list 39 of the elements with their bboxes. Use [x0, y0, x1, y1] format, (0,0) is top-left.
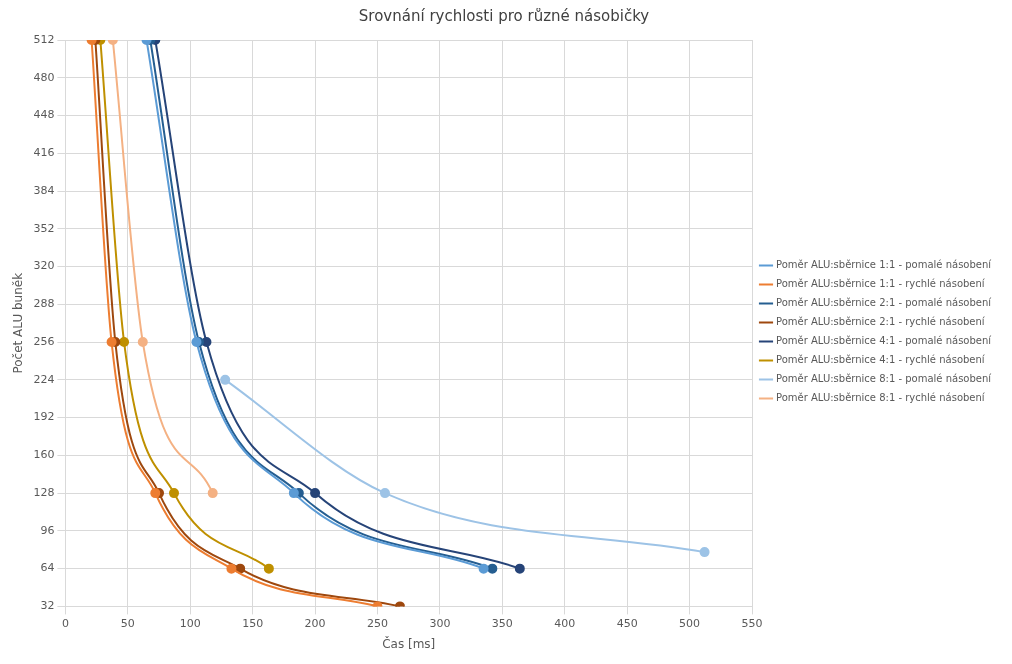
legend-label: Poměr ALU:sběrnice 8:1 - rychlé násobení [776, 392, 986, 404]
y-tick-label: 384 [33, 183, 55, 197]
legend-label: Poměr ALU:sběrnice 8:1 - pomalé násobení [776, 373, 993, 385]
x-tick-label: 250 [366, 616, 388, 630]
x-tick-label: 550 [741, 616, 763, 630]
x-tick-label: 500 [679, 616, 701, 630]
y-tick-label: 192 [33, 410, 55, 424]
x-axis-title: Čas [ms] [382, 635, 436, 651]
x-tick-label: 50 [120, 616, 135, 630]
legend-label: Poměr ALU:sběrnice 2:1 - pomalé násobení [776, 297, 993, 309]
chart-title: Srovnání rychlosti pro různé násobičky [358, 6, 650, 25]
x-tick-label: 450 [616, 616, 638, 630]
legend-label: Poměr ALU:sběrnice 1:1 - rychlé násobení [776, 278, 986, 290]
legend-label: Poměr ALU:sběrnice 4:1 - pomalé násobení [776, 335, 993, 347]
y-tick-label: 448 [33, 108, 55, 122]
x-tick-label: 0 [61, 616, 69, 630]
y-tick-label: 96 [40, 523, 55, 537]
y-tick-label: 480 [33, 70, 55, 84]
y-tick-label: 416 [33, 146, 55, 160]
y-tick-label: 160 [33, 448, 55, 462]
y-tick-label: 32 [40, 599, 55, 613]
x-tick-label: 350 [491, 616, 513, 630]
y-tick-label: 128 [33, 485, 55, 499]
y-tick-label: 352 [33, 221, 55, 235]
x-tick-label: 100 [179, 616, 201, 630]
y-tick-label: 224 [33, 372, 55, 386]
y-tick-label: 64 [40, 561, 55, 575]
y-tick-label: 512 [33, 32, 55, 46]
legend-label: Poměr ALU:sběrnice 2:1 - rychlé násobení [776, 316, 986, 328]
y-tick-label: 288 [33, 297, 55, 311]
y-tick-label: 256 [33, 334, 55, 348]
x-tick-label: 200 [304, 616, 326, 630]
legend-label: Poměr ALU:sběrnice 4:1 - rychlé násobení [776, 354, 986, 366]
x-tick-label: 150 [242, 616, 264, 630]
legend-label: Poměr ALU:sběrnice 1:1 - pomalé násobení [776, 259, 993, 271]
y-axis-title: Počet ALU buněk [11, 272, 26, 374]
y-tick-label: 320 [33, 259, 55, 273]
x-tick-label: 300 [429, 616, 451, 630]
x-tick-label: 400 [554, 616, 576, 630]
